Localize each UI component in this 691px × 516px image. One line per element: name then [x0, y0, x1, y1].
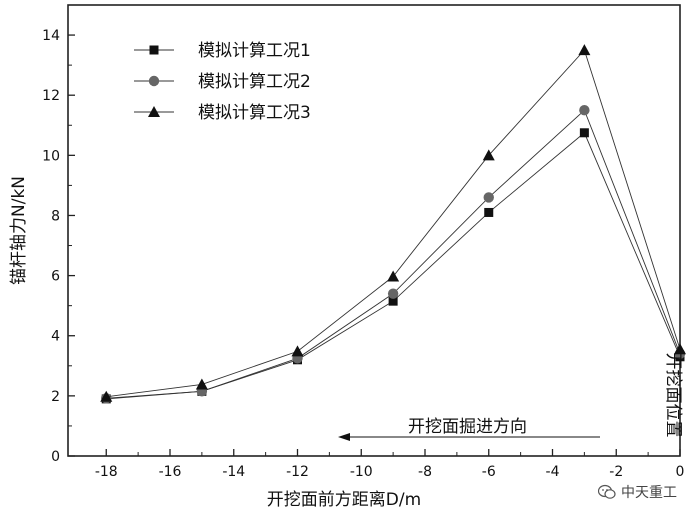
- data-point: [579, 105, 590, 116]
- series-layer: [100, 44, 686, 404]
- series-line: [106, 132, 681, 400]
- watermark: 中天重工: [597, 482, 677, 502]
- data-point: [579, 128, 589, 138]
- series-line: [106, 109, 681, 399]
- y-tick-label: 4: [51, 329, 60, 345]
- x-tick-label: -4: [546, 464, 560, 480]
- x-tick-label: -8: [418, 464, 432, 480]
- series-3: [100, 44, 686, 402]
- y-tick-label: 10: [42, 148, 60, 164]
- wechat-icon: [597, 484, 616, 500]
- x-tick-label: -12: [286, 464, 309, 480]
- legend-label: 模拟计算工况3: [198, 103, 311, 123]
- series-line: [106, 49, 681, 398]
- legend-item-2: 模拟计算工况2: [134, 72, 311, 92]
- x-tick-label: -2: [609, 464, 623, 480]
- data-point: [195, 378, 208, 390]
- legend-item-1: 模拟计算工况1: [134, 41, 311, 61]
- legend-marker: [148, 106, 160, 117]
- y-tick-label: 12: [42, 88, 60, 104]
- watermark-text: 中天重工: [621, 485, 677, 501]
- data-point: [388, 296, 398, 306]
- y-tick-label: 8: [51, 208, 60, 224]
- data-point: [483, 192, 494, 203]
- series-1: [101, 128, 685, 404]
- data-point: [578, 44, 591, 56]
- plot-frame: [67, 4, 681, 457]
- direction-arrow-head: [338, 433, 350, 441]
- x-tick-label: -16: [159, 464, 182, 480]
- x-tick-label: -18: [95, 464, 118, 480]
- x-axis-title: 开挖面前方距离D/m: [267, 490, 421, 510]
- y-tick-label: 0: [51, 449, 60, 465]
- y-tick-label: 6: [51, 269, 60, 285]
- annotations: 开挖面掘进方向 开挖面位置: [338, 353, 683, 441]
- x-tick-label: -10: [350, 464, 373, 480]
- axes: -18 -16 -14 -12 -10 -8 -6 -4 -2 0 0 2 4 6 8 10 12 14 开挖面前方…: [9, 4, 685, 510]
- direction-label: 开挖面掘进方向: [408, 417, 527, 437]
- series-2: [101, 105, 686, 404]
- face-label: 开挖面位置: [663, 353, 683, 438]
- legend-label: 模拟计算工况1: [198, 41, 311, 61]
- data-point: [100, 390, 113, 402]
- data-point: [387, 270, 400, 282]
- x-tick-label: -6: [482, 464, 496, 480]
- y-axis-title: 锚杆轴力N/kN: [9, 176, 29, 285]
- legend-label: 模拟计算工况2: [198, 72, 311, 92]
- legend-marker: [148, 75, 160, 87]
- data-point: [387, 288, 399, 299]
- data-point: [674, 343, 686, 355]
- x-tick-label: -14: [222, 464, 245, 480]
- x-tick-label: 0: [676, 464, 685, 480]
- data-point: [484, 207, 494, 217]
- data-point: [482, 149, 495, 161]
- y-tick-label: 2: [51, 389, 60, 405]
- legend-item-3: 模拟计算工况3: [134, 103, 311, 123]
- data-point: [291, 345, 304, 357]
- legend-marker: [149, 45, 159, 55]
- y-tick-label: 14: [42, 28, 60, 44]
- legend: 模拟计算工况1 模拟计算工况2 模拟计算工况3: [134, 41, 311, 123]
